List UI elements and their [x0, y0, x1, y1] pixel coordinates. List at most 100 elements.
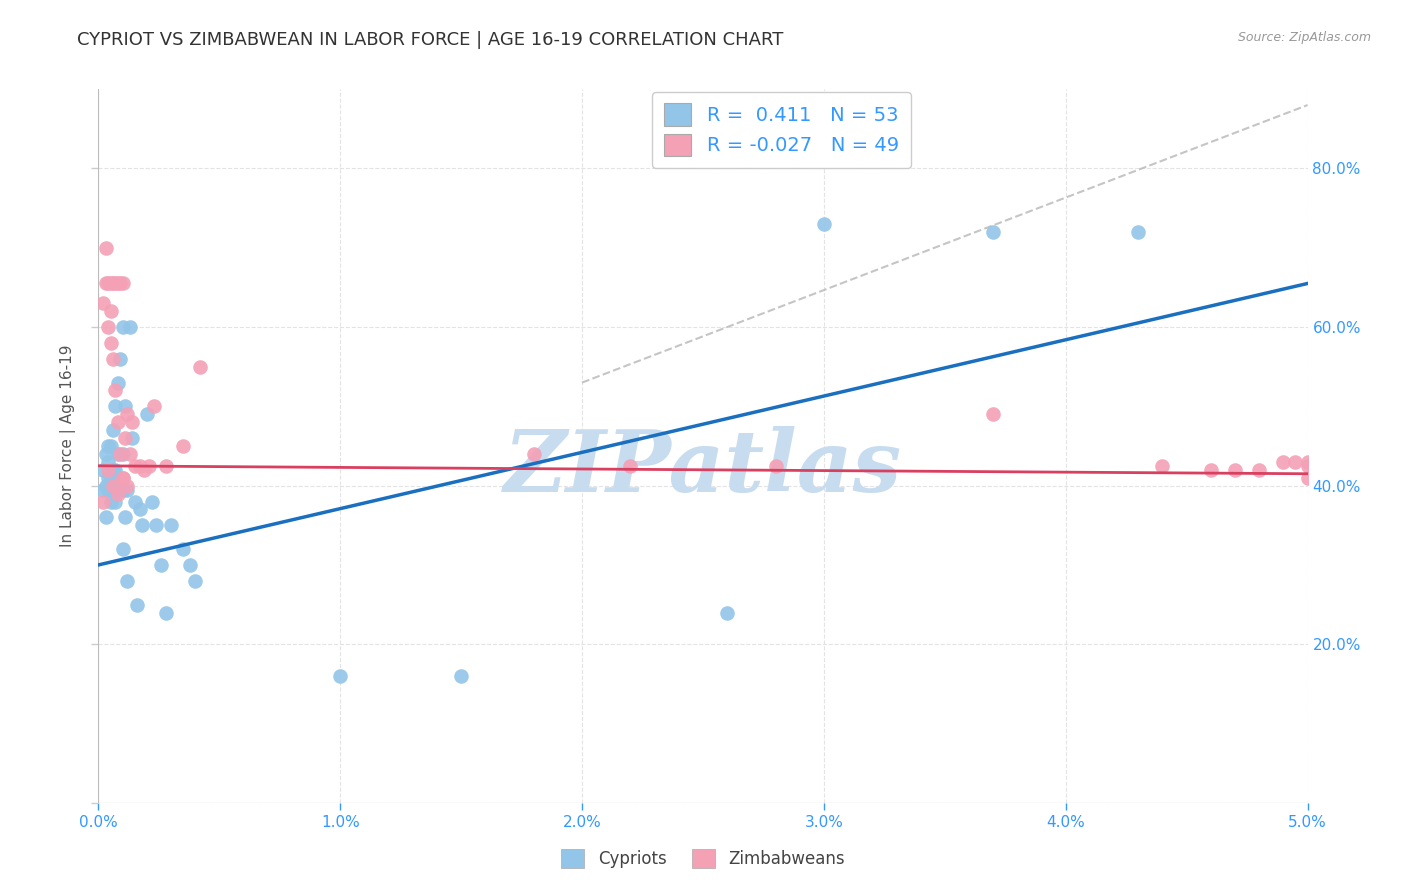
Point	[111, 542, 134, 557]
Point	[100, 483, 122, 497]
Text: ZIPatlas: ZIPatlas	[503, 425, 903, 509]
Point	[104, 277, 127, 291]
Point	[118, 447, 141, 461]
Point	[111, 471, 134, 485]
Point	[765, 458, 787, 473]
Text: CYPRIOT VS ZIMBABWEAN IN LABOR FORCE | AGE 16-19 CORRELATION CHART: CYPRIOT VS ZIMBABWEAN IN LABOR FORCE | A…	[77, 31, 783, 49]
Point	[1128, 225, 1150, 239]
Point	[1296, 471, 1319, 485]
Y-axis label: In Labor Force | Age 16-19: In Labor Force | Age 16-19	[59, 344, 76, 548]
Point	[179, 558, 201, 572]
Point	[100, 335, 122, 350]
Point	[94, 478, 117, 492]
Point	[981, 407, 1004, 421]
Point	[101, 483, 124, 497]
Point	[97, 320, 120, 334]
Point	[94, 510, 117, 524]
Point	[107, 486, 129, 500]
Point	[1249, 463, 1271, 477]
Point	[450, 669, 472, 683]
Point	[117, 478, 139, 492]
Point	[172, 439, 194, 453]
Point	[94, 277, 117, 291]
Point	[155, 458, 177, 473]
Point	[121, 415, 143, 429]
Point	[104, 384, 127, 398]
Point	[118, 320, 141, 334]
Point	[97, 439, 120, 453]
Point	[100, 471, 122, 485]
Point	[101, 423, 124, 437]
Point	[117, 574, 139, 588]
Point	[1272, 455, 1295, 469]
Point	[1296, 455, 1319, 469]
Point	[1296, 458, 1319, 473]
Point	[111, 471, 134, 485]
Point	[143, 400, 166, 414]
Point	[131, 518, 153, 533]
Point	[100, 277, 122, 291]
Point	[145, 518, 167, 533]
Point	[100, 304, 122, 318]
Point	[104, 494, 127, 508]
Point	[114, 510, 136, 524]
Point	[1223, 463, 1246, 477]
Point	[138, 458, 160, 473]
Point	[91, 463, 114, 477]
Point	[94, 241, 117, 255]
Point	[127, 598, 149, 612]
Point	[188, 359, 211, 374]
Point	[108, 447, 131, 461]
Point	[124, 458, 146, 473]
Point	[117, 483, 139, 497]
Point	[150, 558, 173, 572]
Point	[97, 471, 120, 485]
Point	[107, 483, 129, 497]
Point	[111, 483, 134, 497]
Point	[91, 483, 114, 497]
Point	[121, 431, 143, 445]
Point	[117, 407, 139, 421]
Point	[813, 217, 835, 231]
Point	[128, 502, 150, 516]
Point	[108, 277, 131, 291]
Point	[111, 277, 134, 291]
Point	[107, 376, 129, 390]
Point	[97, 277, 120, 291]
Point	[619, 458, 641, 473]
Point	[160, 518, 183, 533]
Point	[1199, 463, 1222, 477]
Point	[523, 447, 546, 461]
Point	[1152, 458, 1174, 473]
Point	[101, 478, 124, 492]
Point	[716, 606, 738, 620]
Point	[114, 431, 136, 445]
Point	[107, 415, 129, 429]
Legend: R =  0.411   N = 53, R = -0.027   N = 49: R = 0.411 N = 53, R = -0.027 N = 49	[652, 92, 911, 168]
Point	[94, 447, 117, 461]
Point	[91, 494, 114, 508]
Legend: Cypriots, Zimbabweans: Cypriots, Zimbabweans	[554, 842, 852, 875]
Point	[101, 463, 124, 477]
Point	[981, 225, 1004, 239]
Point	[100, 439, 122, 453]
Point	[107, 447, 129, 461]
Point	[1284, 455, 1306, 469]
Point	[108, 351, 131, 366]
Point	[114, 400, 136, 414]
Point	[184, 574, 207, 588]
Text: Source: ZipAtlas.com: Source: ZipAtlas.com	[1237, 31, 1371, 45]
Point	[91, 296, 114, 310]
Point	[172, 542, 194, 557]
Point	[155, 606, 177, 620]
Point	[108, 483, 131, 497]
Point	[101, 277, 124, 291]
Point	[101, 351, 124, 366]
Point	[329, 669, 352, 683]
Point	[107, 277, 129, 291]
Point	[100, 494, 122, 508]
Point	[104, 400, 127, 414]
Point	[134, 463, 156, 477]
Point	[135, 407, 157, 421]
Point	[124, 494, 146, 508]
